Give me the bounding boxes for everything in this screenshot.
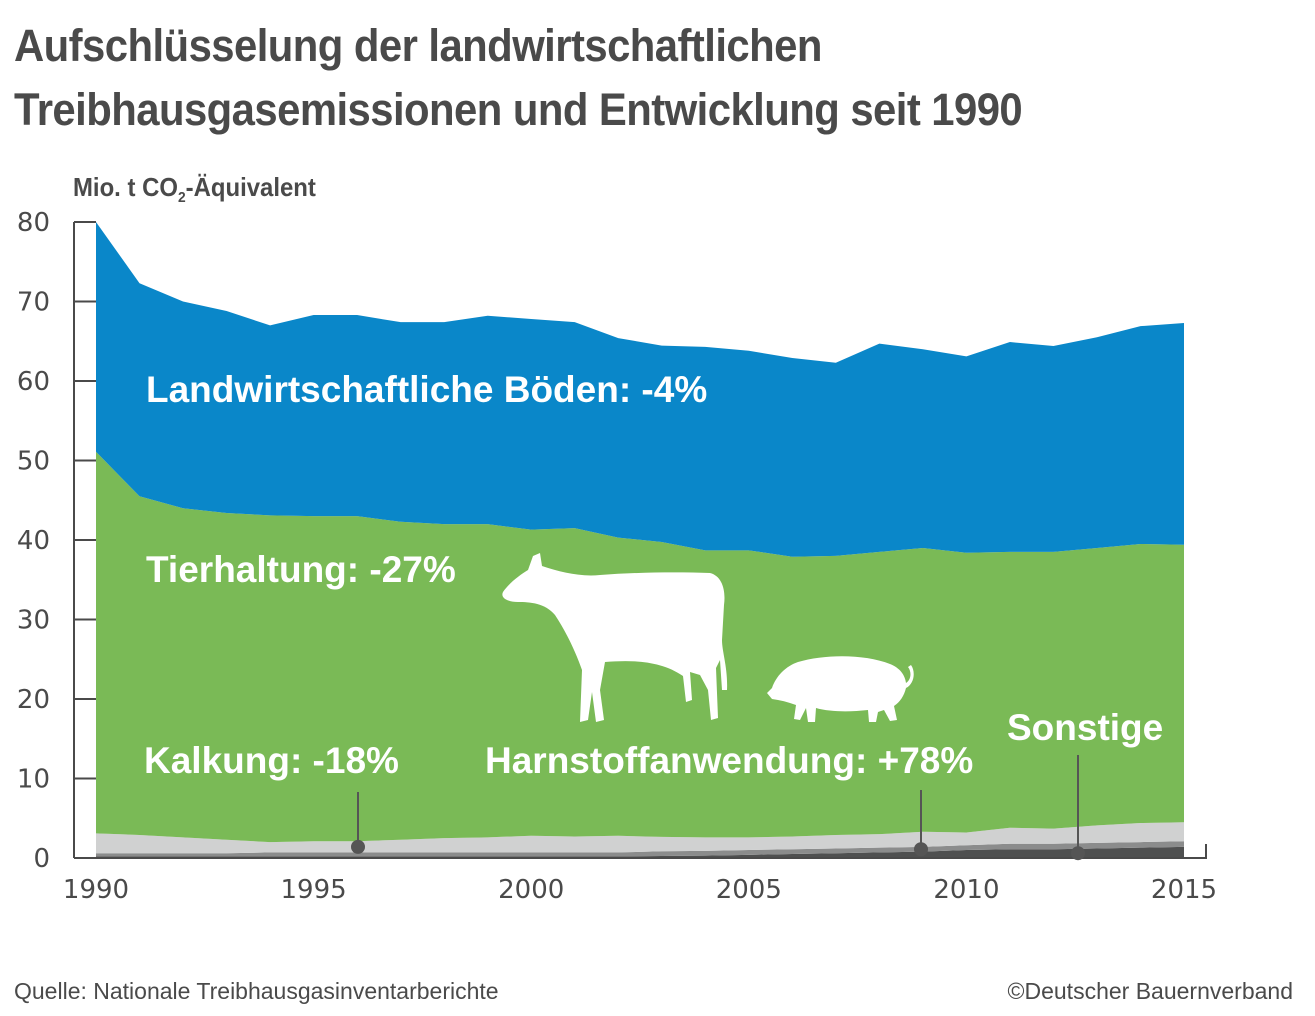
chart-title-line1: Aufschlüsselung der landwirtschaftlichen	[14, 20, 822, 71]
source-note: Quelle: Nationale Treibhausgasinventarbe…	[14, 978, 499, 1004]
area-layers	[96, 222, 1184, 858]
label-kalkung: Kalkung: -18%	[144, 740, 399, 781]
area-harnstoffanwendung	[96, 841, 1184, 857]
area-landwirtschaftliche-b-den	[96, 222, 1184, 557]
label-harnstoffanwendung: Harnstoffanwendung: +78%	[485, 740, 973, 781]
kalkung-pointer-dot	[351, 839, 365, 854]
x-tick-label: 2015	[1151, 875, 1217, 905]
label-landwirtschaftliche-boeden: Landwirtschaftliche Böden: -4%	[146, 369, 707, 410]
y-tick-label: 60	[17, 367, 50, 397]
y-tick-label: 70	[17, 288, 50, 318]
y-axis-label-subscript: 2	[177, 189, 186, 206]
x-tick-label: 2000	[498, 875, 564, 905]
y-axis-label: Mio. t CO2-Äquivalent	[73, 172, 316, 206]
x-tick-label: 2010	[933, 875, 999, 905]
sonstige-pointer-dot	[1071, 846, 1085, 861]
y-tick-label: 10	[17, 765, 50, 795]
area-sonstige	[96, 846, 1184, 858]
x-tick-label: 1990	[63, 875, 129, 905]
y-axis-label-main: Mio. t CO	[73, 172, 178, 202]
harnstoffanwendung-pointer-dot	[914, 842, 928, 857]
y-tick-label: 30	[17, 606, 50, 636]
x-tick-label: 2005	[716, 875, 782, 905]
y-tick-label: 40	[17, 526, 50, 556]
y-tick-label: 50	[17, 447, 50, 477]
axes: 0 10 20 30 40 50 60 70 80 1990 1995 2000 2005 2010 201…	[17, 208, 1217, 905]
annotation-pointers	[351, 755, 1085, 861]
y-tick-label: 80	[17, 208, 50, 238]
copyright-note: ©Deutscher Bauernverband	[1007, 978, 1293, 1004]
chart-title-line2: Treibhausgasemissionen und Entwicklung s…	[14, 84, 1023, 135]
area-kalkung	[96, 822, 1184, 854]
cow-silhouette-icon	[502, 553, 728, 722]
label-tierhaltung: Tierhaltung: -27%	[146, 549, 456, 590]
label-sonstige: Sonstige	[1007, 707, 1163, 748]
y-axis-label-rest: -Äquivalent	[185, 172, 316, 202]
pig-silhouette-icon	[767, 656, 914, 722]
x-tick-label: 1995	[281, 875, 347, 905]
y-tick-label: 20	[17, 685, 50, 715]
y-tick-label: 0	[33, 844, 50, 874]
